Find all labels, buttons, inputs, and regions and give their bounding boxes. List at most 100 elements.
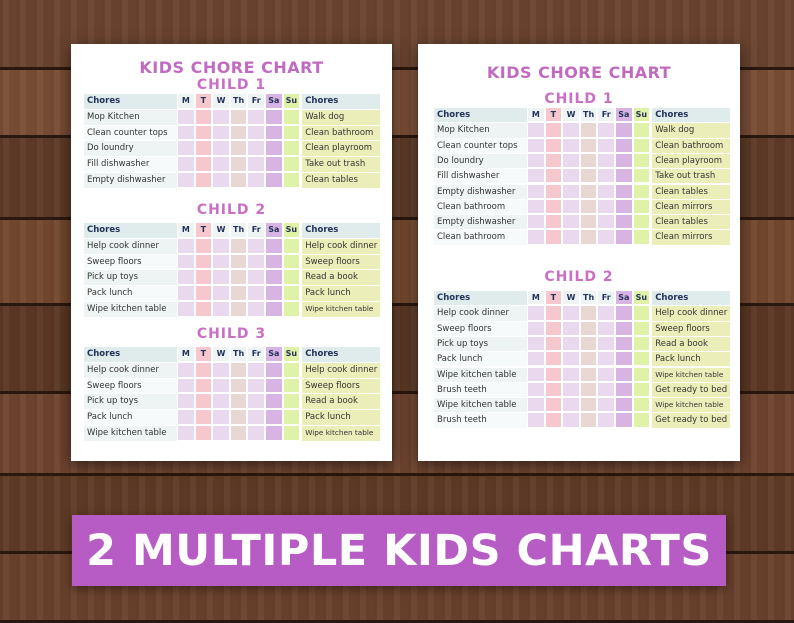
checkbox-cell[interactable] (545, 321, 562, 335)
checkbox-cell[interactable] (528, 336, 544, 351)
checkbox-cell[interactable] (213, 410, 229, 424)
checkbox-cell[interactable] (230, 270, 247, 285)
checkbox-cell[interactable] (283, 378, 300, 393)
checkbox-cell[interactable] (545, 398, 562, 412)
checkbox-cell[interactable] (266, 426, 282, 440)
checkbox-cell[interactable] (195, 286, 212, 300)
checkbox-cell[interactable] (230, 302, 247, 316)
checkbox-cell[interactable] (563, 230, 579, 244)
checkbox-cell[interactable] (598, 215, 614, 229)
checkbox-cell[interactable] (195, 125, 212, 140)
checkbox-cell[interactable] (248, 254, 264, 269)
checkbox-cell[interactable] (248, 238, 264, 253)
checkbox-cell[interactable] (283, 426, 300, 440)
checkbox-cell[interactable] (563, 138, 579, 152)
checkbox-cell[interactable] (580, 153, 597, 168)
checkbox-cell[interactable] (230, 141, 247, 156)
checkbox-cell[interactable] (598, 306, 614, 320)
checkbox-cell[interactable] (230, 254, 247, 269)
checkbox-cell[interactable] (230, 238, 247, 253)
checkbox-cell[interactable] (178, 270, 194, 285)
checkbox-cell[interactable] (230, 286, 247, 300)
checkbox-cell[interactable] (283, 286, 300, 300)
checkbox-cell[interactable] (598, 321, 614, 335)
checkbox-cell[interactable] (633, 215, 650, 229)
checkbox-cell[interactable] (283, 302, 300, 316)
checkbox-cell[interactable] (213, 109, 229, 124)
checkbox-cell[interactable] (195, 394, 212, 409)
checkbox-cell[interactable] (213, 254, 229, 269)
checkbox-cell[interactable] (528, 352, 544, 366)
checkbox-cell[interactable] (195, 141, 212, 156)
checkbox-cell[interactable] (266, 270, 282, 285)
checkbox-cell[interactable] (283, 254, 300, 269)
checkbox-cell[interactable] (266, 302, 282, 316)
checkbox-cell[interactable] (528, 123, 544, 137)
checkbox-cell[interactable] (248, 426, 264, 440)
checkbox-cell[interactable] (633, 306, 650, 320)
checkbox-cell[interactable] (178, 426, 194, 440)
checkbox-cell[interactable] (178, 394, 194, 409)
checkbox-cell[interactable] (213, 286, 229, 300)
checkbox-cell[interactable] (545, 169, 562, 183)
checkbox-cell[interactable] (230, 109, 247, 124)
checkbox-cell[interactable] (213, 157, 229, 171)
checkbox-cell[interactable] (598, 199, 614, 214)
checkbox-cell[interactable] (266, 141, 282, 156)
checkbox-cell[interactable] (528, 138, 544, 152)
checkbox-cell[interactable] (528, 215, 544, 229)
checkbox-cell[interactable] (178, 410, 194, 424)
checkbox-cell[interactable] (563, 367, 579, 381)
checkbox-cell[interactable] (213, 426, 229, 440)
checkbox-cell[interactable] (178, 286, 194, 300)
checkbox-cell[interactable] (563, 336, 579, 351)
checkbox-cell[interactable] (178, 238, 194, 253)
checkbox-cell[interactable] (580, 382, 597, 397)
checkbox-cell[interactable] (580, 123, 597, 137)
checkbox-cell[interactable] (580, 321, 597, 335)
checkbox-cell[interactable] (598, 230, 614, 244)
checkbox-cell[interactable] (230, 173, 247, 187)
checkbox-cell[interactable] (266, 362, 282, 377)
checkbox-cell[interactable] (633, 321, 650, 335)
checkbox-cell[interactable] (633, 398, 650, 412)
checkbox-cell[interactable] (545, 352, 562, 366)
checkbox-cell[interactable] (195, 173, 212, 187)
checkbox-cell[interactable] (213, 238, 229, 253)
checkbox-cell[interactable] (563, 382, 579, 397)
checkbox-cell[interactable] (616, 367, 632, 381)
checkbox-cell[interactable] (598, 336, 614, 351)
checkbox-cell[interactable] (248, 362, 264, 377)
checkbox-cell[interactable] (616, 306, 632, 320)
checkbox-cell[interactable] (563, 398, 579, 412)
checkbox-cell[interactable] (266, 157, 282, 171)
checkbox-cell[interactable] (266, 254, 282, 269)
checkbox-cell[interactable] (195, 109, 212, 124)
checkbox-cell[interactable] (563, 184, 579, 198)
checkbox-cell[interactable] (598, 367, 614, 381)
checkbox-cell[interactable] (213, 302, 229, 316)
checkbox-cell[interactable] (195, 157, 212, 171)
checkbox-cell[interactable] (598, 398, 614, 412)
checkbox-cell[interactable] (248, 125, 264, 140)
checkbox-cell[interactable] (545, 230, 562, 244)
checkbox-cell[interactable] (633, 184, 650, 198)
checkbox-cell[interactable] (230, 410, 247, 424)
checkbox-cell[interactable] (545, 336, 562, 351)
checkbox-cell[interactable] (563, 169, 579, 183)
checkbox-cell[interactable] (545, 199, 562, 214)
checkbox-cell[interactable] (616, 413, 632, 427)
checkbox-cell[interactable] (633, 367, 650, 381)
checkbox-cell[interactable] (616, 138, 632, 152)
checkbox-cell[interactable] (633, 230, 650, 244)
checkbox-cell[interactable] (178, 141, 194, 156)
checkbox-cell[interactable] (248, 302, 264, 316)
checkbox-cell[interactable] (230, 394, 247, 409)
checkbox-cell[interactable] (616, 123, 632, 137)
checkbox-cell[interactable] (598, 123, 614, 137)
checkbox-cell[interactable] (633, 413, 650, 427)
checkbox-cell[interactable] (598, 184, 614, 198)
checkbox-cell[interactable] (213, 378, 229, 393)
checkbox-cell[interactable] (580, 215, 597, 229)
checkbox-cell[interactable] (248, 394, 264, 409)
